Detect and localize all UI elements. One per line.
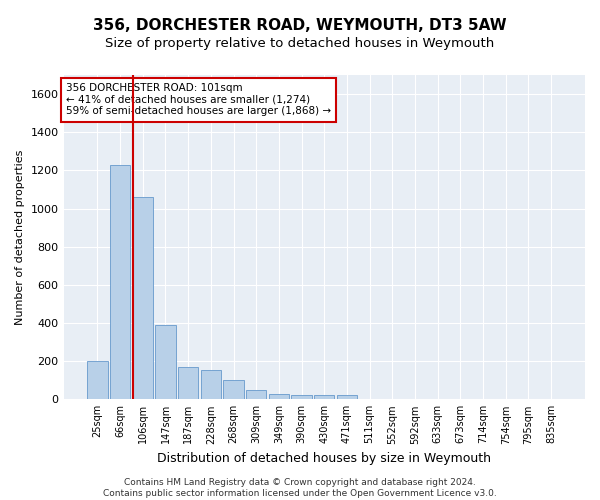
Bar	[292, 396, 312, 400]
Bar	[155, 325, 176, 400]
Bar	[246, 390, 266, 400]
Bar	[200, 370, 221, 400]
Text: Size of property relative to detached houses in Weymouth: Size of property relative to detached ho…	[106, 38, 494, 51]
Bar	[87, 361, 107, 400]
Bar	[110, 164, 130, 400]
Bar	[133, 197, 153, 400]
X-axis label: Distribution of detached houses by size in Weymouth: Distribution of detached houses by size …	[157, 452, 491, 465]
Bar	[178, 367, 199, 400]
Bar	[314, 396, 334, 400]
Text: Contains HM Land Registry data © Crown copyright and database right 2024.
Contai: Contains HM Land Registry data © Crown c…	[103, 478, 497, 498]
Y-axis label: Number of detached properties: Number of detached properties	[15, 150, 25, 325]
Text: 356, DORCHESTER ROAD, WEYMOUTH, DT3 5AW: 356, DORCHESTER ROAD, WEYMOUTH, DT3 5AW	[93, 18, 507, 32]
Bar	[223, 380, 244, 400]
Bar	[269, 394, 289, 400]
Bar	[337, 396, 357, 400]
Text: 356 DORCHESTER ROAD: 101sqm
← 41% of detached houses are smaller (1,274)
59% of : 356 DORCHESTER ROAD: 101sqm ← 41% of det…	[66, 83, 331, 116]
